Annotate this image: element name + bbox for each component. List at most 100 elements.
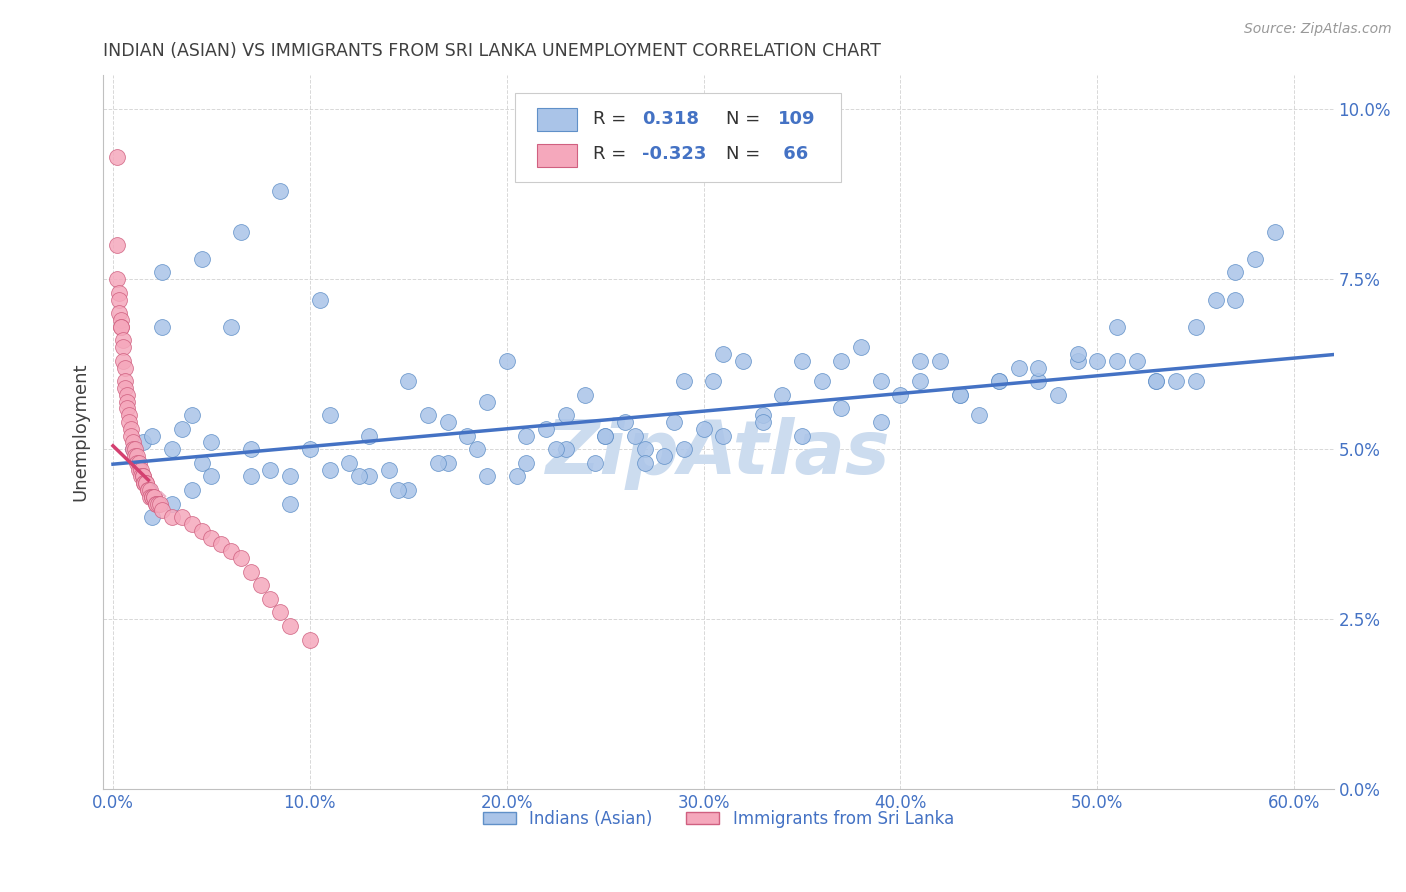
Point xyxy=(908,353,931,368)
Point xyxy=(396,483,419,497)
Point xyxy=(908,374,931,388)
Text: N =: N = xyxy=(725,110,766,128)
Point xyxy=(593,428,616,442)
Text: 66: 66 xyxy=(778,145,808,163)
Point xyxy=(269,606,291,620)
Point xyxy=(583,456,606,470)
Point xyxy=(125,449,148,463)
Point xyxy=(347,469,370,483)
Point xyxy=(110,313,132,327)
Point xyxy=(200,531,222,545)
Point xyxy=(150,265,173,279)
Point xyxy=(141,490,163,504)
Point xyxy=(1066,353,1088,368)
Point xyxy=(1126,353,1149,368)
Point xyxy=(456,428,478,442)
Point xyxy=(139,483,162,497)
Text: Source: ZipAtlas.com: Source: ZipAtlas.com xyxy=(1244,22,1392,37)
Point xyxy=(128,462,150,476)
Text: -0.323: -0.323 xyxy=(643,145,706,163)
Point xyxy=(1146,374,1168,388)
Point xyxy=(1225,293,1247,307)
Point xyxy=(849,340,872,354)
Point xyxy=(1264,225,1286,239)
Point xyxy=(337,456,360,470)
Y-axis label: Unemployment: Unemployment xyxy=(72,363,89,501)
Point xyxy=(1185,319,1208,334)
Point xyxy=(475,394,498,409)
Point xyxy=(111,340,134,354)
Point xyxy=(928,353,950,368)
Point xyxy=(711,428,734,442)
Point xyxy=(987,374,1010,388)
Point xyxy=(115,388,138,402)
Point xyxy=(465,442,488,457)
Point xyxy=(229,225,252,239)
Point xyxy=(114,374,136,388)
Point xyxy=(209,537,232,551)
Point xyxy=(105,150,128,164)
Point xyxy=(141,428,163,442)
Point xyxy=(1146,374,1168,388)
Point xyxy=(110,319,132,334)
Point xyxy=(121,435,143,450)
FancyBboxPatch shape xyxy=(516,93,841,182)
Point xyxy=(278,497,301,511)
Point xyxy=(118,408,141,422)
Point xyxy=(239,469,262,483)
Point xyxy=(118,415,141,429)
FancyBboxPatch shape xyxy=(537,144,576,167)
Point xyxy=(672,442,695,457)
Point xyxy=(495,353,517,368)
Point xyxy=(278,619,301,633)
Point xyxy=(160,510,183,524)
Point xyxy=(1205,293,1227,307)
Point xyxy=(869,374,891,388)
Point xyxy=(1185,374,1208,388)
Point xyxy=(239,442,262,457)
Point xyxy=(190,524,212,538)
Point xyxy=(515,456,537,470)
Point xyxy=(200,435,222,450)
Point xyxy=(1066,347,1088,361)
Point xyxy=(108,285,131,300)
Point xyxy=(396,374,419,388)
Point xyxy=(135,476,157,491)
Point xyxy=(308,293,330,307)
Point xyxy=(259,591,281,606)
Point xyxy=(129,462,152,476)
Point xyxy=(160,442,183,457)
Point xyxy=(1007,360,1029,375)
Point xyxy=(436,456,458,470)
Point xyxy=(180,483,202,497)
Point xyxy=(259,462,281,476)
Point xyxy=(111,334,134,348)
Point xyxy=(574,388,596,402)
Point xyxy=(702,374,724,388)
Point xyxy=(105,238,128,252)
Text: 0.318: 0.318 xyxy=(643,110,699,128)
Text: N =: N = xyxy=(725,145,766,163)
Point xyxy=(145,497,167,511)
Point xyxy=(269,184,291,198)
Point xyxy=(416,408,439,422)
Point xyxy=(131,469,153,483)
Point xyxy=(150,319,173,334)
Point xyxy=(128,456,150,470)
Point xyxy=(120,422,142,436)
Point xyxy=(160,497,183,511)
Point xyxy=(229,551,252,566)
Point xyxy=(108,293,131,307)
Text: ZipAtlas: ZipAtlas xyxy=(546,417,890,490)
Point xyxy=(170,510,193,524)
Point xyxy=(139,490,162,504)
Point xyxy=(633,456,655,470)
Point xyxy=(150,503,173,517)
Point xyxy=(967,408,990,422)
Point xyxy=(544,442,567,457)
Point xyxy=(377,462,399,476)
Point xyxy=(219,319,242,334)
Point xyxy=(318,462,340,476)
Point xyxy=(111,353,134,368)
Point xyxy=(426,456,449,470)
